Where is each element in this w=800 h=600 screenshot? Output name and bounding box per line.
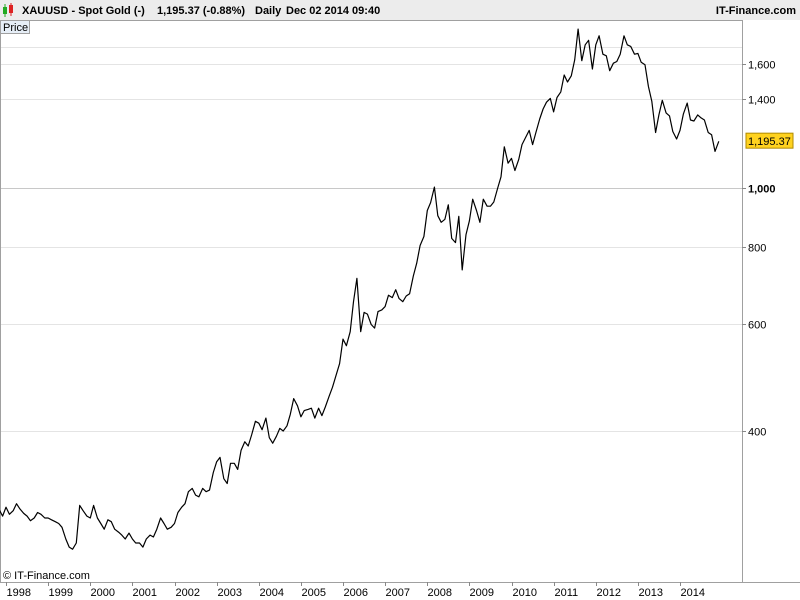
price-panel-label: Price <box>3 22 28 34</box>
x-axis: 1998 1999 2000 2001 2002 2003 2004 2005 2006 2007… <box>6 582 705 599</box>
x-tick-label: 2011 <box>555 587 579 599</box>
last-price-label: 1,195.37 <box>748 136 791 148</box>
last-price-layer: 1,195.37 <box>745 132 794 149</box>
x-tick-label: 2001 <box>133 587 157 599</box>
x-tick-label: 2008 <box>428 587 452 599</box>
y-tick-label: 1,400 <box>748 95 776 107</box>
quote-value: 1,195.37 (-0.88%) <box>157 5 245 17</box>
y-tick-label: 800 <box>748 243 766 255</box>
x-tick-label: 2000 <box>91 587 115 599</box>
last-price-tag <box>745 132 794 149</box>
candlestick-icon <box>3 3 13 17</box>
symbol-title: XAUUSD - Spot Gold (-) <box>22 5 145 17</box>
interval-label: Daily <box>255 5 282 17</box>
timestamp-label: Dec 02 2014 09:40 <box>286 5 380 17</box>
x-tick-label: 1999 <box>49 587 73 599</box>
y-axis: 400 600 800 1,000 1,400 1,600 <box>742 60 776 439</box>
x-tick-label: 2006 <box>344 587 368 599</box>
price-panel-tab[interactable]: Price <box>0 20 30 35</box>
x-tick-label: 2009 <box>470 587 494 599</box>
x-tick-label: 2010 <box>513 587 537 599</box>
x-tick-label: 2013 <box>639 587 663 599</box>
brand-label: IT-Finance.com <box>716 5 796 17</box>
x-tick-label: 2007 <box>386 587 410 599</box>
x-tick-label: 2005 <box>302 587 326 599</box>
plot-area <box>0 20 743 583</box>
header-bar <box>0 0 800 20</box>
y-tick-label: 400 <box>748 427 766 439</box>
x-tick-label: 2002 <box>176 587 200 599</box>
y-tick-label: 1,600 <box>748 60 776 72</box>
x-tick-label: 2003 <box>218 587 242 599</box>
copyright-label: © IT-Finance.com <box>3 570 90 582</box>
x-tick-label: 2004 <box>260 587 284 599</box>
y-tick-label: 600 <box>748 320 766 332</box>
x-tick-label: 2012 <box>597 587 621 599</box>
x-tick-label: 2014 <box>681 587 705 599</box>
gold-price-line <box>0 28 720 550</box>
y-tick-label: 1,000 <box>748 184 776 196</box>
series-layer <box>0 28 720 550</box>
x-tick-label: 1998 <box>7 587 31 599</box>
